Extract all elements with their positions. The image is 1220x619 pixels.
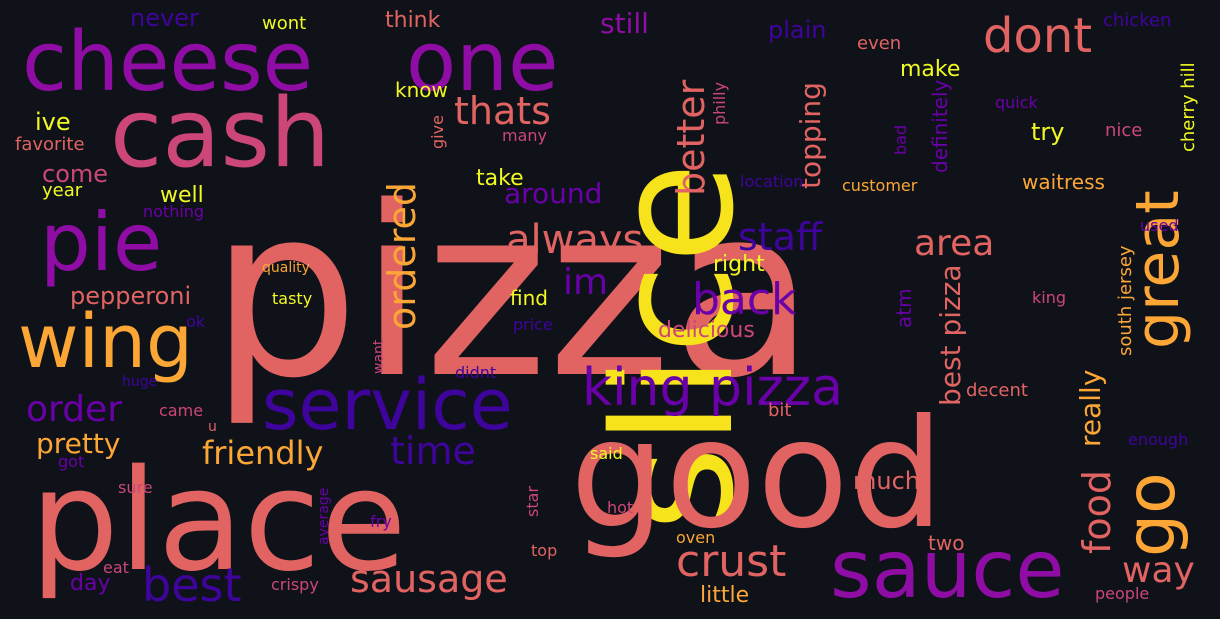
word-crispy: crispy [271, 575, 319, 594]
word-friendly: friendly [202, 434, 324, 472]
word-used: used [1140, 216, 1179, 235]
word-definitely: definitely [928, 79, 952, 173]
word-pie: pie [40, 196, 163, 289]
word-wont: wont [262, 13, 307, 34]
word-pepperoni: pepperoni [70, 282, 192, 310]
word-price: price [513, 315, 553, 334]
word-cherry-hill: cherry hill [1178, 62, 1199, 152]
word-one: one [406, 15, 559, 110]
word-bit: bit [768, 400, 792, 421]
word-right: right [713, 252, 765, 277]
word-good: good [570, 388, 944, 562]
word-best-pizza: best pizza [934, 264, 967, 406]
word-didnt: didnt [455, 363, 497, 382]
word-area: area [914, 223, 995, 264]
word-south-jersey: south jersey [1115, 245, 1136, 356]
word-many: many [502, 126, 547, 145]
word-waitress: waitress [1022, 170, 1105, 194]
word-time: time [390, 429, 476, 473]
word-come: come [42, 160, 109, 188]
word-cheese: cheese [22, 15, 314, 110]
word-oven: oven [676, 528, 716, 547]
word-ok: ok [186, 312, 206, 331]
word-sure: sure [118, 478, 153, 497]
word-fry: fry [370, 512, 392, 531]
word-never: never [130, 4, 199, 32]
word-people: people [1095, 584, 1150, 603]
word-hot: hot [607, 498, 634, 517]
word-best: best [142, 558, 242, 612]
word-pretty: pretty [36, 427, 121, 460]
word-atm: atm [892, 288, 916, 328]
word-im: im [563, 262, 609, 303]
word-order: order [26, 389, 122, 430]
word-got: got [58, 452, 85, 471]
word-pizza: pizza [210, 157, 816, 430]
word-eat: eat [103, 558, 129, 577]
word-thats: thats [454, 89, 551, 133]
word-philly: philly [710, 81, 729, 125]
word-little: little [700, 583, 750, 608]
word-plain: plain [768, 16, 827, 44]
word-two: two [928, 531, 965, 555]
word-still: still [600, 7, 649, 40]
word-average: average [316, 487, 332, 545]
word-want: want [371, 339, 387, 374]
word-delicious: delicious [658, 318, 755, 343]
word-year: year [42, 180, 83, 201]
word-around: around [504, 177, 603, 210]
word-enough: enough [1128, 430, 1189, 449]
word-came: came [159, 401, 204, 420]
word-ive: ive [35, 108, 71, 136]
word-favorite: favorite [15, 134, 85, 155]
word-always: always [506, 217, 644, 263]
word-back: back [692, 274, 797, 325]
word-even: even [857, 33, 902, 54]
word-top: top [531, 541, 558, 560]
word-way: way [1122, 550, 1195, 591]
word-know: know [395, 78, 448, 102]
word-well: well [160, 183, 204, 208]
word-king: king [1032, 288, 1067, 307]
word-better: better [669, 79, 713, 196]
word-quality: quality [262, 260, 310, 276]
word-day: day [70, 571, 111, 596]
word-try: try [1031, 118, 1065, 146]
word-u: u [208, 419, 217, 435]
word-bad: bad [891, 124, 910, 155]
word-sausage: sausage [350, 557, 508, 601]
word-huge: huge [122, 374, 158, 390]
word-service: service [262, 364, 513, 446]
word-place: place [30, 440, 407, 603]
word-quick: quick [995, 93, 1038, 112]
word-nothing: nothing [143, 202, 205, 221]
word-staff: staff [738, 215, 823, 259]
word-make: make [900, 57, 961, 82]
word-give: give [428, 115, 447, 149]
word-find: find [510, 286, 548, 310]
word-star: star [523, 486, 542, 517]
word-dont: dont [983, 8, 1093, 64]
word-tasty: tasty [272, 289, 313, 308]
word-wing: wing [18, 299, 193, 385]
word-really: really [1074, 369, 1107, 447]
word-food: food [1075, 470, 1119, 554]
word-cash: cash [110, 79, 331, 189]
word-take: take [476, 166, 524, 191]
word-go: go [1112, 472, 1191, 557]
word-location: location [740, 172, 804, 191]
word-customer: customer [842, 176, 918, 195]
word-great: great [1123, 190, 1193, 349]
word-said: said [590, 444, 623, 463]
word-nice: nice [1105, 120, 1143, 141]
word-much: much [853, 467, 920, 495]
word-crust: crust [676, 536, 787, 587]
word-chicken: chicken [1103, 10, 1172, 31]
word-king-pizza: king pizza [582, 358, 843, 418]
word-sauce: sauce [830, 523, 1065, 616]
word-ordered: ordered [380, 182, 424, 330]
word-decent: decent [966, 380, 1028, 401]
word-think: think [385, 8, 441, 33]
